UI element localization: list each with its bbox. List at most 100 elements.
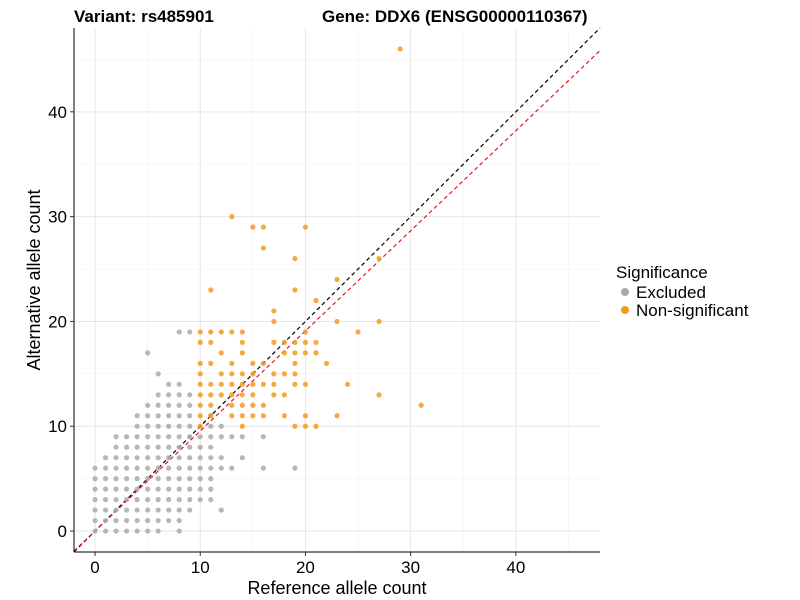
point-excluded — [134, 476, 140, 482]
point-excluded — [197, 465, 203, 471]
point-excluded — [145, 517, 151, 524]
point-excluded — [166, 465, 172, 471]
point-non-significant — [239, 392, 245, 398]
point-non-significant — [355, 329, 361, 335]
point-non-significant — [197, 423, 203, 429]
point-non-significant — [292, 371, 298, 377]
point-excluded — [155, 423, 161, 429]
point-non-significant — [239, 381, 245, 387]
y-tick-label: 40 — [48, 103, 67, 122]
point-excluded — [155, 507, 161, 513]
point-excluded — [92, 517, 98, 524]
point-non-significant — [302, 413, 309, 419]
point-excluded — [134, 517, 140, 524]
point-non-significant — [239, 413, 245, 419]
point-non-significant — [239, 402, 245, 408]
point-excluded — [187, 423, 193, 429]
point-non-significant — [239, 339, 245, 345]
point-non-significant — [292, 255, 298, 262]
x-tick-label: 10 — [191, 558, 210, 577]
point-non-significant — [260, 381, 266, 387]
x-tick-label: 0 — [90, 558, 99, 577]
point-excluded — [176, 381, 182, 387]
point-excluded — [124, 497, 130, 503]
point-non-significant — [250, 224, 256, 230]
point-excluded — [176, 329, 182, 335]
point-excluded — [134, 434, 140, 440]
y-tick-label: 30 — [48, 208, 67, 227]
point-excluded — [92, 507, 98, 513]
point-excluded — [176, 528, 182, 534]
point-excluded — [92, 476, 98, 482]
point-excluded — [187, 486, 193, 492]
point-excluded — [229, 465, 235, 471]
point-excluded — [155, 392, 161, 398]
point-excluded — [145, 402, 151, 408]
data-points — [92, 46, 424, 534]
point-excluded — [187, 444, 193, 450]
point-excluded — [176, 413, 182, 419]
point-excluded — [229, 434, 235, 440]
point-excluded — [187, 455, 193, 461]
point-excluded — [145, 455, 151, 461]
point-excluded — [102, 517, 109, 524]
identity-line — [73, 27, 601, 553]
point-non-significant — [197, 339, 203, 345]
point-non-significant — [239, 350, 245, 356]
point-non-significant — [281, 350, 287, 356]
point-excluded — [292, 465, 298, 471]
point-excluded — [92, 497, 98, 503]
point-excluded — [208, 497, 214, 503]
point-excluded — [176, 476, 182, 482]
point-non-significant — [302, 350, 309, 356]
point-excluded — [218, 455, 224, 461]
point-excluded — [187, 413, 193, 419]
title-gene: Gene: DDX6 (ENSG00000110367) — [322, 7, 588, 26]
point-excluded — [155, 486, 161, 492]
point-excluded — [113, 497, 119, 503]
legend-swatch-non-significant — [621, 306, 629, 314]
point-excluded — [155, 434, 161, 440]
point-excluded — [218, 465, 224, 471]
y-tick-label: 20 — [48, 312, 67, 331]
point-non-significant — [281, 371, 287, 377]
point-excluded — [113, 476, 119, 482]
point-non-significant — [197, 329, 203, 335]
point-non-significant — [197, 381, 203, 387]
point-non-significant — [197, 402, 203, 408]
point-excluded — [102, 497, 109, 503]
x-tick-label: 40 — [506, 558, 525, 577]
point-non-significant — [334, 413, 340, 419]
legend: Significance Excluded Non-significant — [616, 263, 749, 320]
point-excluded — [155, 402, 161, 408]
point-excluded — [208, 476, 214, 482]
point-excluded — [187, 507, 193, 513]
point-excluded — [92, 528, 98, 534]
point-non-significant — [260, 245, 266, 251]
point-excluded — [187, 476, 193, 482]
point-excluded — [102, 455, 109, 461]
point-non-significant — [292, 287, 298, 293]
point-excluded — [113, 517, 119, 524]
point-non-significant — [229, 214, 235, 220]
point-excluded — [102, 465, 109, 471]
point-excluded — [134, 444, 140, 450]
point-excluded — [166, 507, 172, 513]
point-excluded — [134, 423, 140, 429]
point-excluded — [239, 455, 245, 461]
point-non-significant — [229, 402, 235, 408]
point-excluded — [92, 465, 98, 471]
point-excluded — [155, 517, 161, 524]
point-excluded — [176, 465, 182, 471]
point-non-significant — [250, 413, 256, 419]
point-excluded — [102, 486, 109, 492]
point-excluded — [197, 486, 203, 492]
point-excluded — [187, 402, 193, 408]
point-excluded — [124, 434, 130, 440]
point-non-significant — [323, 360, 330, 366]
y-tick-label: 10 — [48, 417, 67, 436]
reference-lines — [73, 27, 601, 553]
point-excluded — [155, 465, 161, 471]
point-excluded — [166, 402, 172, 408]
point-excluded — [166, 392, 172, 398]
